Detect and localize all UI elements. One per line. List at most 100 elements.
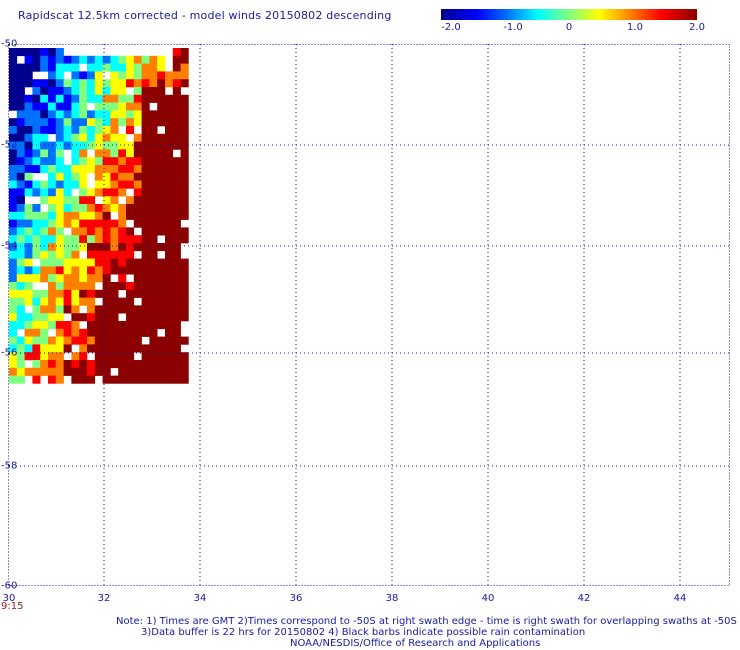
swath-cell [63, 133, 72, 142]
swath-cell [9, 219, 18, 228]
swath-cell [110, 149, 119, 158]
swath-cell [141, 367, 150, 376]
swath-cell [110, 141, 119, 150]
swath-cell [157, 282, 166, 291]
x-tick-label: 42 [577, 593, 591, 604]
swath-cell [172, 71, 181, 80]
swath-cell [172, 118, 181, 127]
swath-cell [87, 71, 96, 80]
swath-cell [102, 87, 111, 96]
swath-cell [172, 235, 181, 244]
swath-cell [165, 258, 174, 267]
swath-cell [71, 375, 80, 384]
swath-cell [24, 102, 33, 111]
swath-cell [172, 297, 181, 306]
swath-cell [180, 118, 189, 127]
swath-cell [40, 149, 49, 158]
swath-cell [79, 165, 88, 174]
swath-cell [110, 219, 119, 228]
swath-cell [110, 360, 119, 369]
swath-cell [87, 321, 96, 330]
swath-cell [48, 336, 57, 345]
swath-cell [16, 180, 25, 189]
swath-cell [102, 258, 111, 267]
swath-cell [24, 79, 33, 88]
swath-cell [180, 157, 189, 166]
swath-cell [110, 196, 119, 205]
swath-cell [141, 266, 150, 275]
swath-cell [172, 180, 181, 189]
swath-cell [79, 157, 88, 166]
swath-cell [102, 352, 111, 361]
swath-cell [102, 297, 111, 306]
swath-cell [149, 289, 158, 298]
swath-cell [172, 87, 181, 96]
swath-cell [40, 274, 49, 283]
swath-cell [63, 211, 72, 220]
swath-cell [180, 305, 189, 314]
swath-cell [149, 274, 158, 283]
swath-cell [149, 79, 158, 88]
swath-cell [87, 250, 96, 259]
swath-cell [157, 188, 166, 197]
swath-cell [40, 118, 49, 127]
swath-cell [55, 360, 64, 369]
swath-cell [87, 196, 96, 205]
swath-cell [94, 55, 103, 64]
swath-cell [133, 165, 142, 174]
swath-cell [55, 71, 64, 80]
swath-cell [149, 282, 158, 291]
swath-cell [172, 367, 181, 376]
swath-cell [9, 289, 18, 298]
swath-cell [141, 126, 150, 135]
swath-cell [48, 289, 57, 298]
swath-cell [110, 110, 119, 119]
swath-cell [141, 94, 150, 103]
swath-cell [79, 102, 88, 111]
swath-cell [172, 375, 181, 384]
swath-cell [165, 165, 174, 174]
swath-cell [63, 172, 72, 181]
swath-cell [172, 196, 181, 205]
swath-cell [180, 352, 189, 361]
swath-cell [32, 141, 41, 150]
swath-cell [55, 297, 64, 306]
swath-cell [87, 258, 96, 267]
swath-cell [157, 165, 166, 174]
swath-cell [180, 141, 189, 150]
swath-cell [157, 313, 166, 322]
swath-cell [133, 321, 142, 330]
swath-cell [133, 55, 142, 64]
swath-cell [9, 227, 18, 236]
swath-cell [79, 336, 88, 345]
y-tick-label: -52 [1, 139, 18, 151]
swath-cell [48, 344, 57, 353]
swath-cell [16, 336, 25, 345]
swath-cell [102, 149, 111, 158]
swath-cell [32, 313, 41, 322]
swath-cell [180, 282, 189, 291]
swath-cell [133, 157, 142, 166]
swath-cell [133, 71, 142, 80]
swath-cell [71, 219, 80, 228]
swath-cell [110, 180, 119, 189]
swath-cell [87, 282, 96, 291]
swath-cell [126, 211, 135, 220]
swath-cell [48, 250, 57, 259]
swath-cell [133, 344, 142, 353]
swath-cell [71, 289, 80, 298]
swath-cell [149, 188, 158, 197]
swath-cell [48, 102, 57, 111]
swath-cell [32, 180, 41, 189]
swath-cell [55, 188, 64, 197]
swath-cell [102, 336, 111, 345]
swath-cell [172, 282, 181, 291]
swath-cell [16, 250, 25, 259]
swath-cell [63, 344, 72, 353]
swath-cell [55, 141, 64, 150]
swath-cell [102, 180, 111, 189]
swath-cell [102, 282, 111, 291]
swath-cell [165, 250, 174, 259]
swath-cell [63, 204, 72, 213]
x-tick-label: 44 [673, 593, 687, 604]
